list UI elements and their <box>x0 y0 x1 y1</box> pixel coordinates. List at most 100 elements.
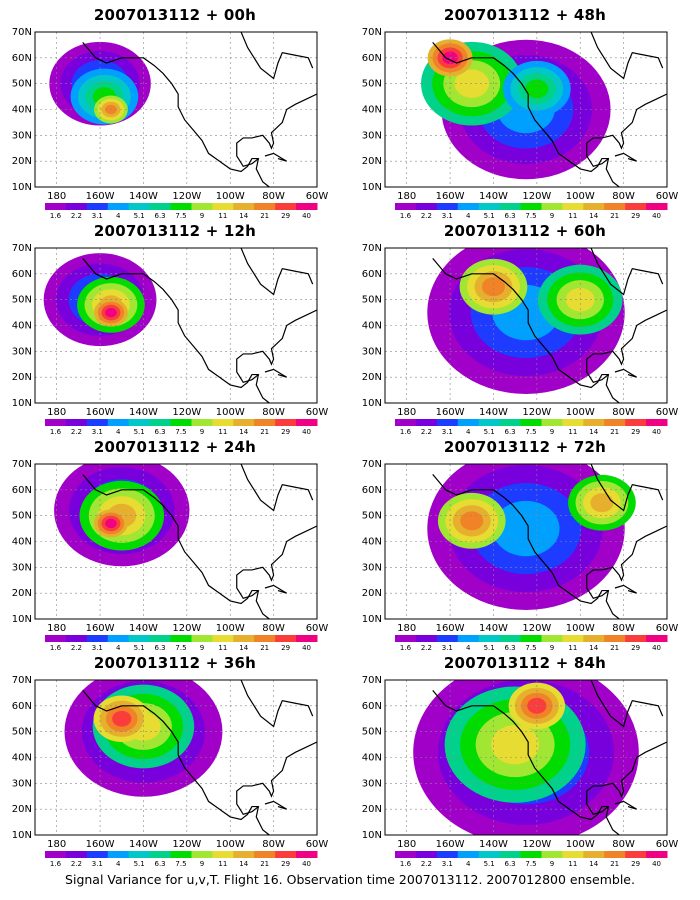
colorbar-label: 1.6 <box>50 644 62 652</box>
lon-tick-label: 160W <box>86 623 115 634</box>
lat-tick-label: 50N <box>12 727 32 738</box>
lat-tick-label: 30N <box>12 130 32 141</box>
colorbar-label: 9 <box>200 212 204 220</box>
colorbar-swatch <box>625 203 647 210</box>
panel-title: 2007013112 + 12h <box>93 222 257 240</box>
colorbar-swatch <box>520 851 542 858</box>
colorbar-label: 2.2 <box>421 428 432 436</box>
lon-tick-label: 140W <box>479 623 508 634</box>
coastline <box>264 152 287 162</box>
colorbar-label: 5.1 <box>134 860 145 868</box>
lon-tick-label: 160W <box>436 407 465 418</box>
variance-contour <box>492 500 560 557</box>
colorbar-swatch <box>107 419 130 426</box>
lon-tick-label: 80W <box>612 623 635 634</box>
colorbar-label: 29 <box>631 428 640 436</box>
lon-tick-label: 160W <box>436 839 465 850</box>
map-panel: 2007013112 + 72h 180 160W 140W 120W 100W 80W 60… <box>350 432 700 652</box>
coastline <box>264 368 287 378</box>
lon-tick-label: 60W <box>656 839 679 850</box>
colorbar-label: 2.2 <box>421 644 432 652</box>
colorbar-swatch <box>128 203 151 210</box>
colorbar-label: 1.6 <box>400 428 412 436</box>
colorbar-label: 1.6 <box>400 860 412 868</box>
colorbar-label: 40 <box>652 644 661 652</box>
lat-tick-label: 60N <box>362 269 382 280</box>
colorbar-label: 1.6 <box>50 860 62 868</box>
lat-tick-label: 20N <box>12 804 32 815</box>
colorbar-swatch <box>275 203 297 210</box>
colorbar-swatch <box>296 203 318 210</box>
lon-tick-label: 100W <box>566 839 595 850</box>
map-plot: 180 160W 140W 120W 100W 80W 60W 10N 20N 30N 40N 50N… <box>12 675 329 868</box>
colorbar-swatch <box>625 851 647 858</box>
colorbar-swatch <box>604 851 626 858</box>
colorbar-label: 21 <box>260 428 269 436</box>
colorbar-swatch <box>646 635 668 642</box>
coastline <box>264 584 287 594</box>
lat-tick-label: 10N <box>12 398 32 409</box>
colorbar-label: 7.5 <box>525 644 536 652</box>
colorbar-swatch <box>45 203 67 210</box>
colorbar-swatch <box>212 851 234 858</box>
map-plot: 180 160W 140W 120W 100W 80W 60W 10N 20N 30N 40N 50N… <box>362 27 679 220</box>
colorbar-label: 6.3 <box>155 860 166 868</box>
colorbar-label: 11 <box>568 860 577 868</box>
lon-tick-label: 60W <box>306 623 329 634</box>
colorbar-label: 3.1 <box>442 212 453 220</box>
colorbar-label: 6.3 <box>505 644 516 652</box>
map-frame <box>384 463 668 620</box>
lat-tick-label: 10N <box>12 182 32 193</box>
lon-tick-label: 140W <box>129 407 158 418</box>
colorbar-swatch <box>478 203 501 210</box>
lat-tick-label: 60N <box>362 53 382 64</box>
colorbar-label: 2.2 <box>71 860 82 868</box>
colorbar-swatch <box>149 203 172 210</box>
lon-tick-label: 80W <box>612 839 635 850</box>
colorbar-swatch <box>395 851 417 858</box>
panel-title: 2007013112 + 48h <box>443 6 607 24</box>
colorbar-label: 3.1 <box>92 212 103 220</box>
lat-tick-label: 10N <box>362 182 382 193</box>
map-frame <box>384 679 668 836</box>
colorbar-label: 7.5 <box>525 212 536 220</box>
colorbar-swatch <box>436 851 459 858</box>
lon-tick-label: 60W <box>656 623 679 634</box>
colorbar-swatch <box>395 203 417 210</box>
coastline <box>586 525 667 600</box>
map-frame <box>384 247 668 404</box>
colorbar-label: 5.1 <box>484 212 495 220</box>
colorbar-swatch <box>86 203 109 210</box>
colorbar-swatch <box>275 419 297 426</box>
colorbar-swatch <box>541 851 563 858</box>
colorbar-label: 3.1 <box>92 644 103 652</box>
coastline <box>614 584 637 594</box>
colorbar-swatch <box>541 419 563 426</box>
colorbar-label: 7.5 <box>175 860 186 868</box>
colorbar-label: 3.1 <box>442 860 453 868</box>
map-panel: 2007013112 + 84h 180 160W 140W 120W 100W 80W 60… <box>350 648 700 868</box>
lat-tick-label: 70N <box>362 243 382 254</box>
colorbar-label: 9 <box>550 644 554 652</box>
lat-tick-label: 20N <box>362 804 382 815</box>
map-panel: 2007013112 + 00h 180 160W 140W 120W 100W 80W 60… <box>0 0 350 220</box>
lat-tick-label: 20N <box>12 588 32 599</box>
lat-tick-label: 70N <box>362 27 382 38</box>
colorbar-swatch <box>128 635 151 642</box>
colorbar-swatch <box>128 851 151 858</box>
lat-tick-label: 60N <box>12 269 32 280</box>
colorbar-label: 4 <box>116 860 121 868</box>
map-panel: 2007013112 + 24h 180 160W 140W 120W 100W 80W 60… <box>0 432 350 652</box>
lon-tick-label: 100W <box>566 191 595 202</box>
lat-tick-label: 40N <box>12 321 32 332</box>
map-frame <box>34 247 318 404</box>
lon-tick-label: 60W <box>656 191 679 202</box>
colorbar-label: 14 <box>239 644 248 652</box>
colorbar-swatch <box>233 419 255 426</box>
lon-tick-label: 80W <box>612 407 635 418</box>
colorbar-label: 5.1 <box>484 644 495 652</box>
colorbar-swatch <box>520 635 542 642</box>
lat-tick-label: 40N <box>362 753 382 764</box>
colorbar-label: 11 <box>568 644 577 652</box>
colorbar-swatch <box>541 203 563 210</box>
